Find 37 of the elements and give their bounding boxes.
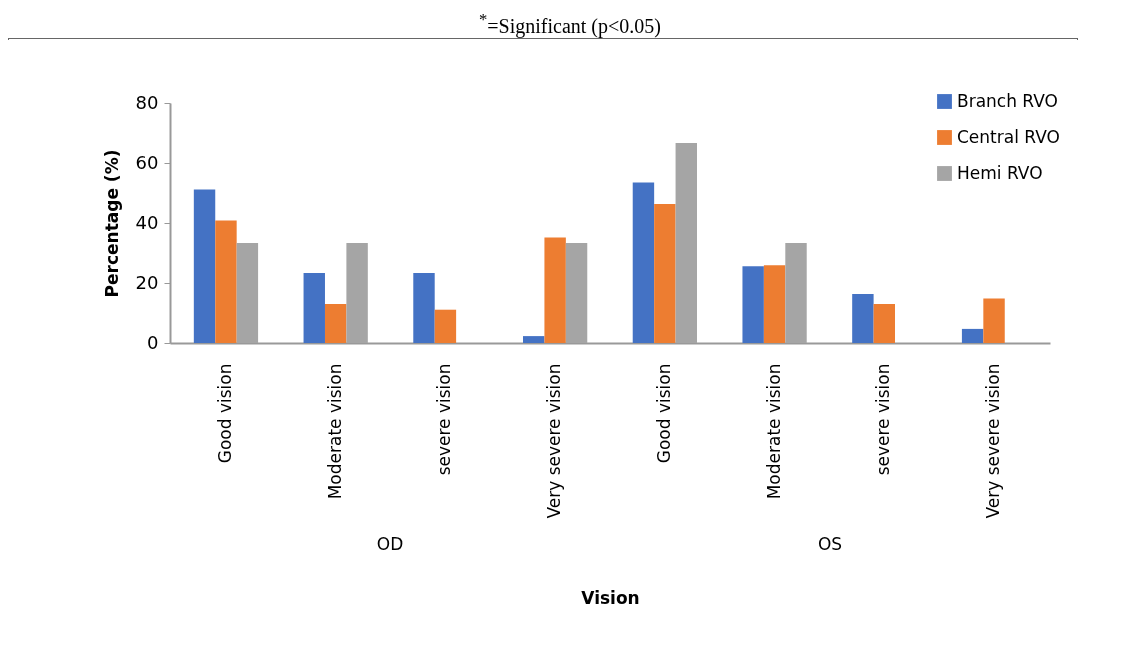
- x-tick-label: Very severe vision: [983, 363, 1004, 519]
- y-tick-label: 60: [135, 151, 159, 173]
- bar: [961, 328, 984, 343]
- x-tick-label: Moderate vision: [324, 363, 345, 500]
- text: OD: [376, 534, 404, 554]
- y-axis-title: Percentage (%): [101, 149, 122, 298]
- legend-label: Branch RVO: [957, 90, 1058, 111]
- y-tick-label: 20: [135, 271, 159, 293]
- bar: [523, 336, 545, 343]
- x-tick-label: severe vision: [434, 363, 455, 476]
- legend-label: Central RVO: [957, 126, 1060, 147]
- bar: [654, 204, 676, 343]
- bar: [852, 294, 874, 343]
- bar: [742, 266, 764, 343]
- bar: [983, 298, 1005, 343]
- bar: [215, 220, 237, 343]
- text: OS: [817, 534, 843, 554]
- y-tick-label: 0: [147, 331, 159, 353]
- x-tick-label: severe vision: [873, 363, 894, 476]
- x-tick-label: Moderate vision: [763, 363, 784, 500]
- x-tick-label: Very severe vision: [544, 363, 565, 519]
- bar: [324, 304, 347, 343]
- y-tick-label: 40: [135, 211, 159, 233]
- bar: [873, 304, 896, 343]
- bar: [193, 189, 216, 343]
- bar: [434, 309, 457, 343]
- x-axis-title: Vision: [581, 587, 640, 608]
- bar: [763, 265, 786, 343]
- x-tick-label: Good vision: [214, 363, 235, 464]
- bar: [544, 237, 566, 343]
- chart-title: $^{*}$=Significant (p<0.05): [478, 10, 662, 38]
- bar: [413, 273, 435, 343]
- x-tick-label: Good vision: [653, 363, 674, 464]
- legend-label: Hemi RVO: [957, 162, 1043, 183]
- bar: [303, 273, 325, 343]
- bar: [632, 182, 655, 343]
- y-tick-label: 80: [135, 91, 159, 113]
